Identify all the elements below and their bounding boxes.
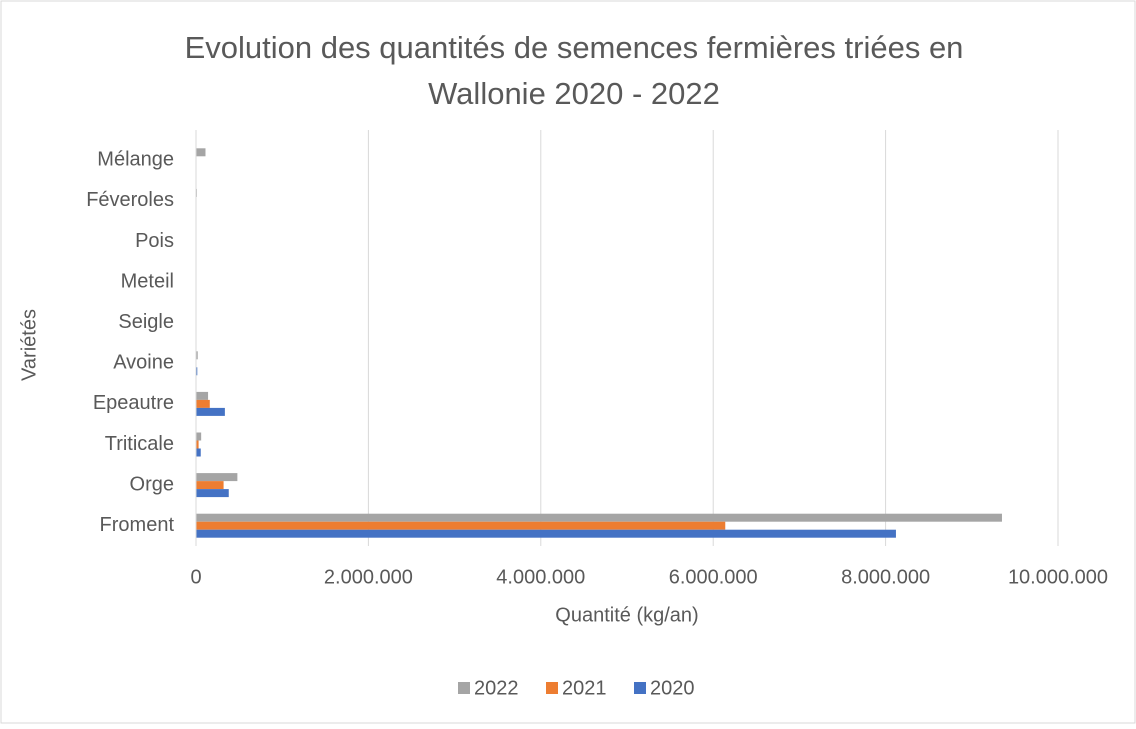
x-tick-label: 10.000.000 <box>1008 566 1108 588</box>
chart-title: Evolution des quantités de semences ferm… <box>185 30 964 65</box>
bar <box>196 481 224 489</box>
legend-swatch <box>634 682 646 694</box>
legend-label: 2022 <box>474 677 519 699</box>
bar <box>196 514 1002 522</box>
bar <box>196 148 205 156</box>
chart-title: Wallonie 2020 - 2022 <box>428 76 720 111</box>
y-tick-label: Froment <box>100 514 175 536</box>
legend-label: 2021 <box>562 677 607 699</box>
y-tick-label: Seigle <box>118 311 174 333</box>
bar <box>196 408 225 416</box>
y-axis-label: Variétés <box>18 309 40 381</box>
y-tick-label: Avoine <box>113 352 174 374</box>
bar <box>196 473 237 481</box>
x-tick-label: 6.000.000 <box>669 566 758 588</box>
x-tick-label: 4.000.000 <box>496 566 585 588</box>
bar <box>196 449 201 457</box>
y-tick-label: Pois <box>135 230 174 252</box>
x-tick-label: 0 <box>190 566 201 588</box>
y-tick-label: Orge <box>130 473 174 495</box>
bar <box>196 400 210 408</box>
x-tick-label: 8.000.000 <box>841 566 930 588</box>
y-tick-label: Triticale <box>105 433 174 455</box>
x-tick-label: 2.000.000 <box>324 566 413 588</box>
y-tick-label: Féveroles <box>86 189 174 211</box>
y-tick-label: Meteil <box>121 270 174 292</box>
bar <box>196 522 725 530</box>
y-tick-label: Epeautre <box>93 392 174 414</box>
bar <box>196 489 229 497</box>
legend-label: 2020 <box>650 677 695 699</box>
bar <box>196 433 201 441</box>
bar <box>196 530 896 538</box>
bar <box>196 392 208 400</box>
y-tick-label: Mélange <box>97 149 174 171</box>
legend-swatch <box>458 682 470 694</box>
legend-swatch <box>546 682 558 694</box>
x-axis-label: Quantité (kg/an) <box>555 604 698 626</box>
